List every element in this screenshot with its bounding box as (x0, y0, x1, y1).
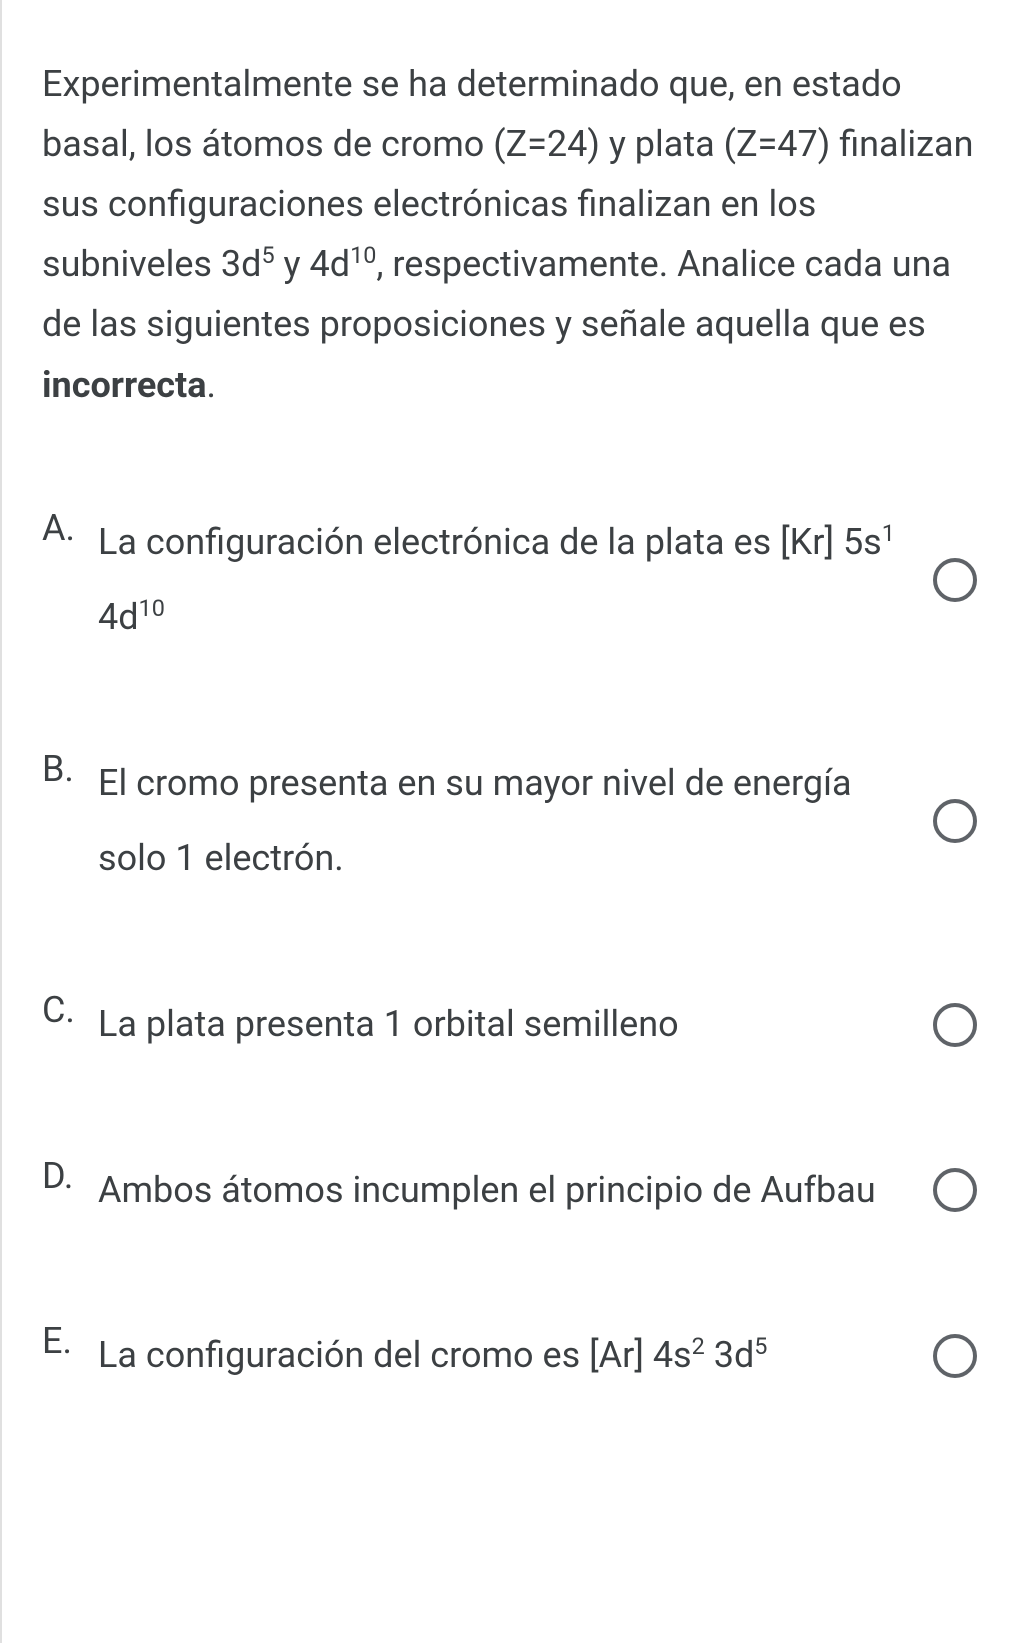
option-e-radio[interactable] (933, 1334, 977, 1378)
option-a-radio[interactable] (933, 558, 977, 602)
option-text: Ambos átomos incumplen el principio de A… (98, 1153, 928, 1229)
option-e-row[interactable]: E. La configuración del cromo es [Ar] 4s… (42, 1318, 982, 1394)
option-letter: E. (42, 1318, 98, 1362)
option-letter: B. (42, 746, 98, 790)
radio-wrap (928, 558, 982, 602)
option-d-row[interactable]: D. Ambos átomos incumplen el principio d… (42, 1153, 982, 1229)
option-text: El cromo presenta en su mayor nivel de e… (98, 746, 928, 897)
option-a-row[interactable]: A. La configuración electrónica de la pl… (42, 505, 982, 656)
option-b-radio[interactable] (933, 799, 977, 843)
option-text: La configuración electrónica de la plata… (98, 505, 928, 656)
option-c-row[interactable]: C. La plata presenta 1 orbital semilleno (42, 987, 982, 1063)
radio-wrap (928, 1003, 982, 1047)
option-letter: C. (42, 987, 98, 1031)
radio-wrap (928, 1168, 982, 1212)
options-list: A. La configuración electrónica de la pl… (42, 505, 982, 1394)
option-text: La configuración del cromo es [Ar] 4s2 3… (98, 1318, 928, 1394)
question-stem: Experimentalmente se ha determinado que,… (42, 54, 982, 415)
option-text: La plata presenta 1 orbital semilleno (98, 987, 928, 1063)
option-letter: D. (42, 1153, 98, 1197)
option-c-radio[interactable] (933, 1003, 977, 1047)
radio-wrap (928, 1334, 982, 1378)
radio-wrap (928, 799, 982, 843)
option-d-radio[interactable] (933, 1168, 977, 1212)
option-b-row[interactable]: B. El cromo presenta en su mayor nivel d… (42, 746, 982, 897)
question-card: Experimentalmente se ha determinado que,… (0, 0, 1022, 1643)
option-letter: A. (42, 505, 98, 549)
